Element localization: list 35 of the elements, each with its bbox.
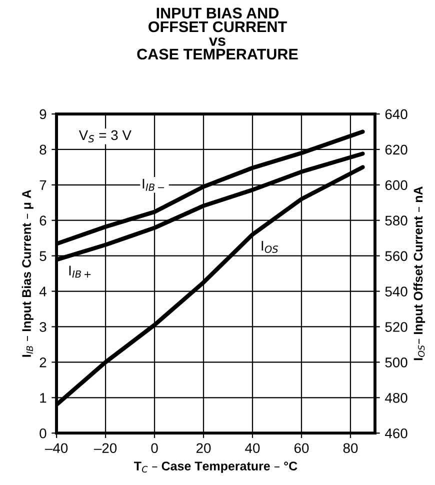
x-tick-label: 0 (151, 443, 158, 454)
x-tick-label: 20 (196, 443, 211, 454)
y2-tick-label: 560 (385, 251, 408, 261)
y2-tick-label: 500 (385, 358, 408, 368)
y2-tick-label: 460 (385, 428, 408, 438)
y2-tick-label: 520 (385, 322, 408, 332)
chart-title: INPUT BIAS AND OFFSET CURRENT vs CASE TEMPERATURE (137, 8, 298, 60)
y-tick-label: 3 (40, 322, 46, 332)
y-tick-label: 9 (40, 109, 46, 120)
y-tick-label: 4 (39, 286, 46, 296)
y-tick-label: 5 (40, 251, 46, 261)
x-axis-title: T$_{C}$ – Case Temperature – °C (134, 462, 298, 473)
series-label: I$_{IB+}$ (69, 266, 91, 278)
series-label: I$_{IB−}$ (142, 178, 164, 191)
x-tick-label: 80 (343, 443, 358, 454)
y-tick-label: 6 (40, 216, 46, 226)
y2-tick-label: 640 (385, 109, 408, 120)
x-tick-label: 60 (294, 443, 309, 454)
y-tick-label: 0 (40, 428, 46, 438)
y2-axis-title: I$_{OS}$– Input Offset Current – nA (413, 186, 426, 360)
y-tick-label: 1 (40, 393, 46, 403)
annotation: V$_{S}$ = 3 V (78, 130, 132, 142)
y2-tick-label: 580 (385, 216, 408, 226)
x-tick-label: –20 (94, 443, 117, 454)
y2-tick-label: 620 (385, 144, 408, 155)
y-axis-title: I$_{IB}$ – Input Bias Current – μ A (22, 190, 34, 357)
series-label: I$_{OS}$ (262, 240, 278, 253)
x-tick-label: 40 (245, 443, 260, 454)
y2-tick-label: 600 (385, 180, 408, 190)
x-tick-label: –40 (44, 443, 68, 454)
y-tick-label: 7 (40, 180, 46, 190)
y2-tick-label: 540 (385, 286, 408, 296)
y2-tick-label: 480 (385, 392, 408, 403)
y-tick-label: 2 (40, 358, 46, 368)
y-tick-label: 8 (40, 144, 46, 155)
